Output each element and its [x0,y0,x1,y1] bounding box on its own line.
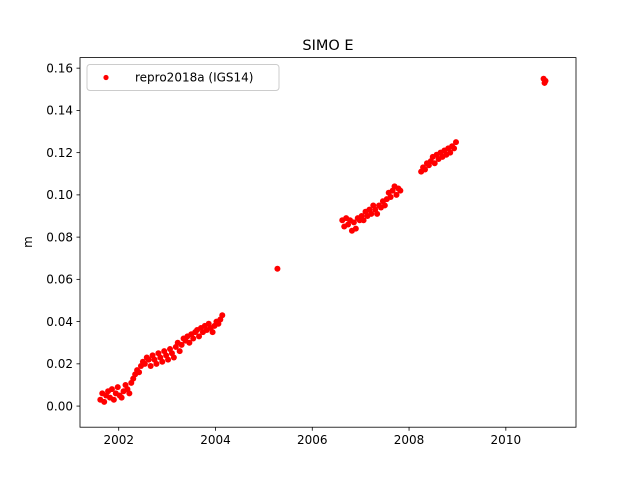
x-axis-ticks: 2002 2004 2006 2008 2010 [103,427,521,447]
legend: repro2018a (IGS14) [86,64,280,91]
data-point [219,312,226,319]
data-point [360,217,367,224]
data-points [97,75,549,405]
x-tick-label: 2004 [200,433,231,447]
data-point [110,396,117,403]
data-point [186,339,193,346]
data-point [118,394,125,401]
data-point [159,358,166,365]
y-tick-label: 0.14 [46,104,73,118]
data-point [447,149,454,156]
data-point [170,354,177,361]
data-point [165,356,172,363]
data-point [368,210,375,217]
data-point [178,341,185,348]
data-point [141,360,148,367]
data-point [431,160,438,167]
legend-box [86,64,280,91]
x-tick-label: 2006 [297,433,328,447]
data-point [209,329,216,336]
x-tick-label: 2010 [491,433,522,447]
y-axis-label: m [21,236,35,248]
data-point [397,187,404,194]
data-point [114,384,121,391]
data-point [374,210,381,217]
data-point [452,139,459,146]
data-point [101,398,108,405]
x-tick-label: 2002 [103,433,134,447]
data-point [350,219,357,226]
x-tick-label: 2008 [394,433,425,447]
data-point [393,191,400,198]
legend-label: repro2018a (IGS14) [135,71,253,85]
legend-marker [103,74,109,81]
data-point [542,77,549,84]
y-tick-label: 0.08 [46,230,73,244]
y-tick-label: 0.06 [46,273,73,287]
data-point [274,265,281,272]
data-point [136,369,143,376]
data-point [108,386,115,393]
data-point [147,362,154,369]
data-point [190,335,197,342]
y-tick-label: 0.16 [46,61,73,75]
y-tick-label: 0.12 [46,146,73,160]
data-point [422,166,429,173]
data-point [145,356,152,363]
data-point [352,225,359,232]
y-tick-label: 0.00 [46,399,73,413]
data-point [153,360,160,367]
y-axis-ticks: 0.00 0.02 0.04 0.06 0.08 0.10 0.12 0.14 0.16 [46,61,80,413]
data-point [451,145,458,152]
data-point [196,333,203,340]
chart-title: SIMO E [302,38,353,54]
data-point [126,390,133,397]
data-point [387,193,394,200]
data-point [381,202,388,209]
data-point [176,348,183,355]
y-tick-label: 0.04 [46,315,73,329]
plot-area [79,57,577,428]
y-tick-label: 0.10 [46,188,73,202]
y-tick-label: 0.02 [46,357,73,371]
